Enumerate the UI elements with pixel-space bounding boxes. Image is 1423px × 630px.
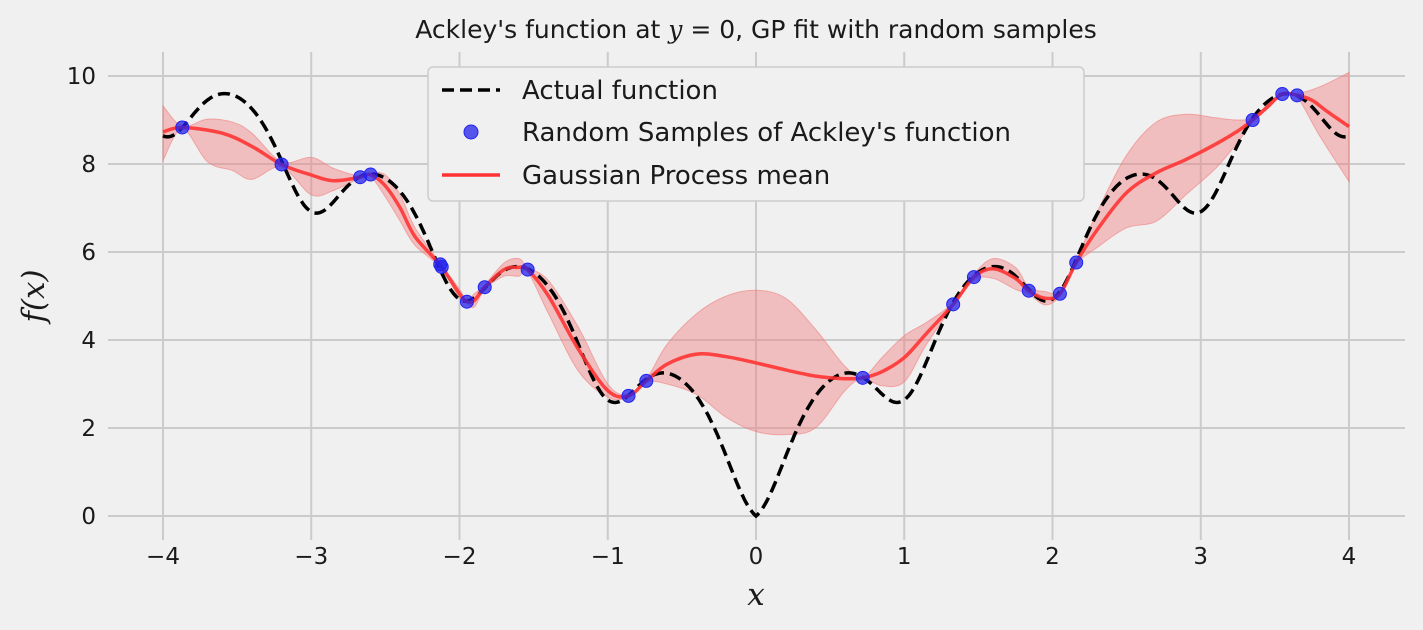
y-tick-label-1: 2 <box>81 416 96 442</box>
legend-gp-mean-label: Gaussian Process mean <box>522 161 830 191</box>
sample-point-9 <box>621 388 636 403</box>
x-tick-label-8: 4 <box>1342 544 1357 570</box>
x-tick-labels: −4 −3 −2 −1 0 1 2 3 4 <box>146 544 1356 570</box>
legend-actual-label: Actual function <box>522 76 718 106</box>
sample-point-14 <box>1021 283 1036 298</box>
y-tick-labels: 0 2 4 6 8 10 <box>67 64 96 530</box>
sample-point-13 <box>966 270 981 285</box>
legend-samples-swatch <box>463 124 479 140</box>
x-tick-label-3: −1 <box>591 544 625 570</box>
sample-point-0 <box>175 120 190 135</box>
y-axis-label: f(x) <box>16 269 52 324</box>
x-tick-label-2: −2 <box>443 544 477 570</box>
sample-point-10 <box>639 373 654 388</box>
x-tick-label-0: −4 <box>146 544 180 570</box>
gp-mean-line <box>162 91 1351 399</box>
chart-title: Ackley's function at y = 0, GP fit with … <box>415 15 1096 44</box>
x-tick-label-1: −3 <box>294 544 328 570</box>
sample-point-18 <box>1275 87 1290 102</box>
sample-points-layer <box>175 87 1305 403</box>
sample-point-3 <box>363 167 378 182</box>
x-tick-label-5: 1 <box>897 544 912 570</box>
sample-point-11 <box>855 370 870 385</box>
y-tick-label-3: 6 <box>81 240 96 266</box>
legend: Actual function Random Samples of Ackley… <box>427 66 1085 202</box>
sample-point-16 <box>1069 255 1084 270</box>
sample-point-17 <box>1245 113 1260 127</box>
gp-mean-layer <box>162 91 1351 399</box>
x-axis-label: x <box>747 577 765 613</box>
y-tick-label-5: 10 <box>67 64 96 90</box>
x-tick-label-7: 3 <box>1193 544 1208 570</box>
y-tick-label-2: 4 <box>81 328 96 354</box>
sample-point-19 <box>1290 88 1305 103</box>
sample-point-6 <box>459 294 474 309</box>
y-tick-label-0: 0 <box>81 504 96 530</box>
legend-box <box>427 66 1085 202</box>
x-tick-label-6: 2 <box>1045 544 1060 570</box>
sample-point-1 <box>274 157 289 172</box>
legend-samples-label: Random Samples of Ackley's function <box>522 118 1011 148</box>
y-tick-label-4: 8 <box>81 152 96 178</box>
sample-point-7 <box>477 280 492 295</box>
sample-point-12 <box>946 297 961 312</box>
sample-point-5 <box>434 259 449 274</box>
x-tick-label-4: 0 <box>749 544 764 570</box>
sample-point-15 <box>1052 286 1067 301</box>
sample-point-8 <box>520 262 535 277</box>
